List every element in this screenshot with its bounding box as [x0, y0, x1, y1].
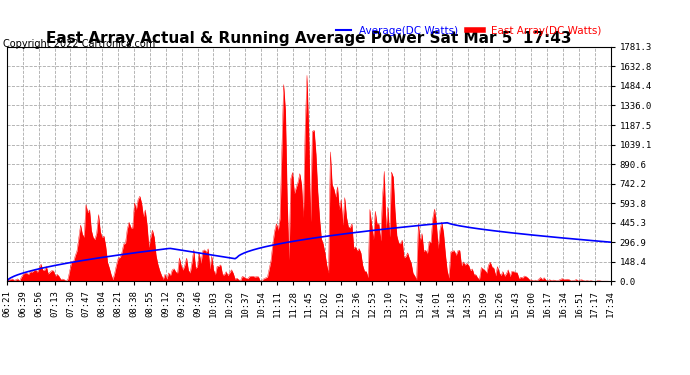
Text: Copyright 2022 Cartronics.com: Copyright 2022 Cartronics.com	[3, 39, 156, 50]
Title: East Array Actual & Running Average Power Sat Mar 5  17:43: East Array Actual & Running Average Powe…	[46, 31, 571, 46]
Legend: Average(DC Watts), East Array(DC Watts): Average(DC Watts), East Array(DC Watts)	[331, 22, 605, 40]
